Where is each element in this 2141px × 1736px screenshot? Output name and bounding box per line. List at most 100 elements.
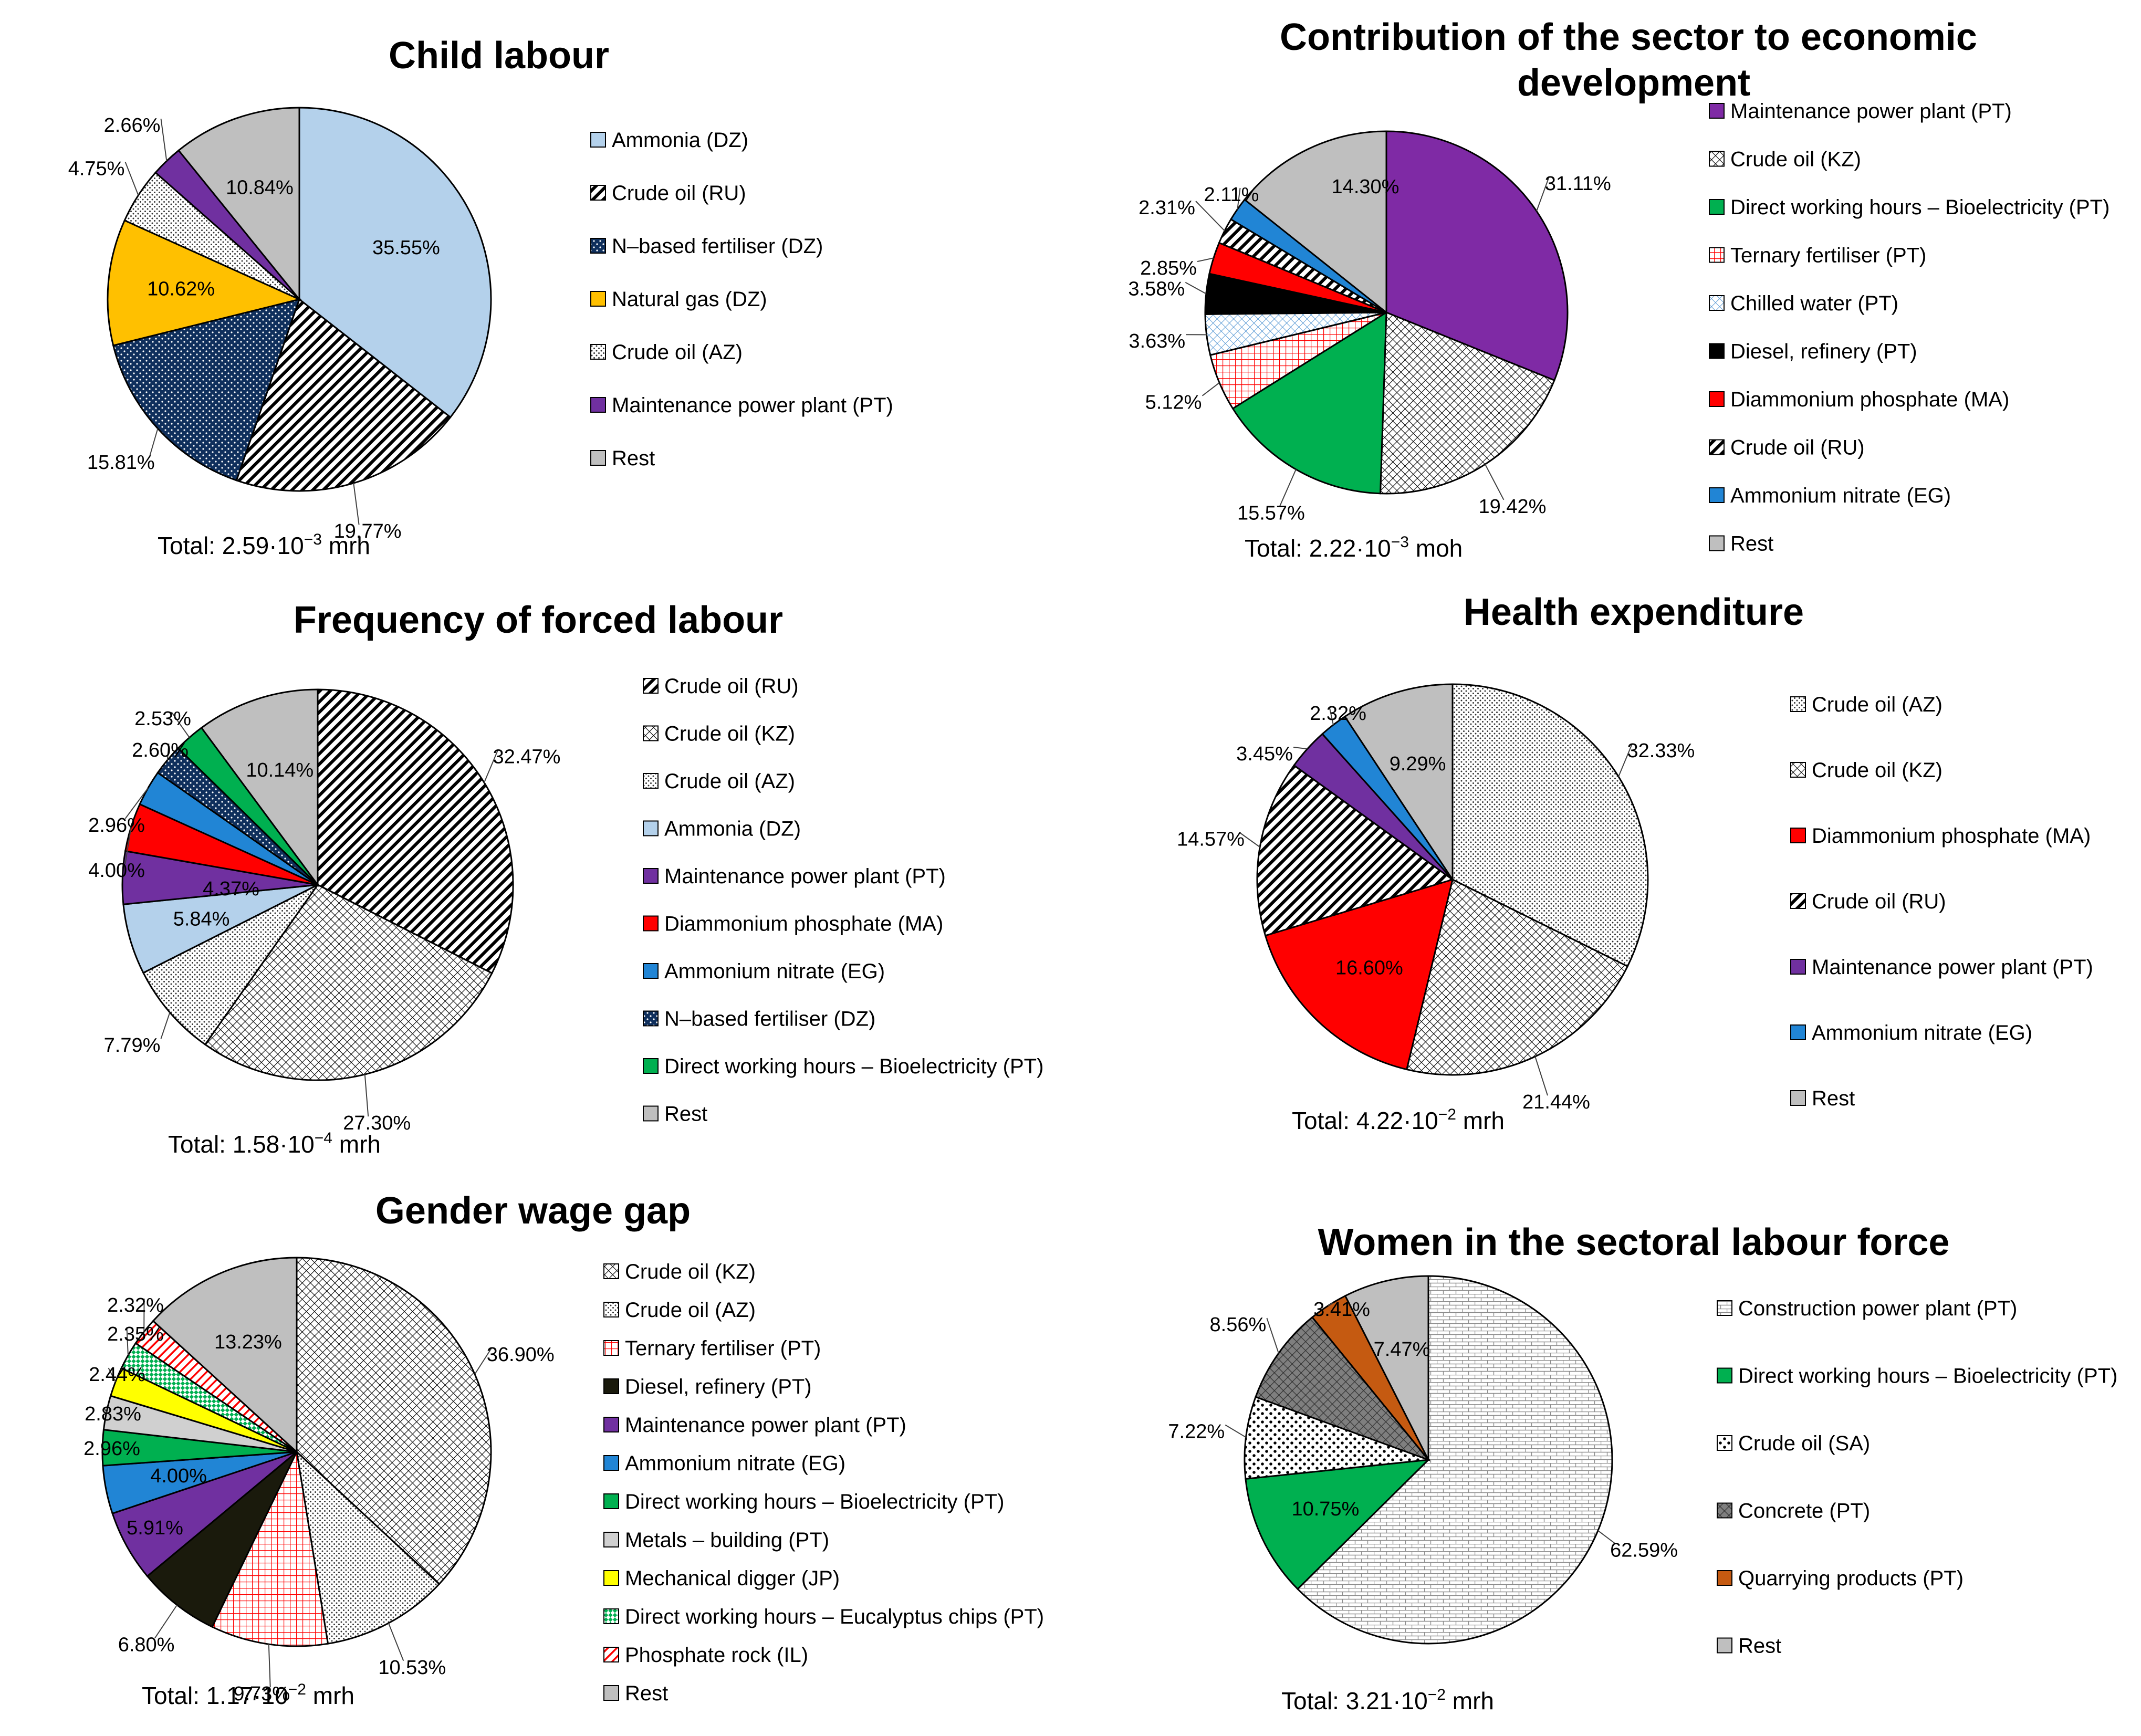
legend-swatch — [603, 1378, 619, 1394]
value-label: 2.60% — [132, 739, 189, 761]
value-label: 19.77% — [334, 520, 402, 542]
value-label: 2.85% — [1140, 257, 1197, 279]
value-label: 3.63% — [1129, 330, 1185, 352]
pie-slice — [295, 1449, 441, 1645]
total-label: Total: 2.22·10−3 moh — [1245, 534, 1463, 562]
legend-label: Ammonium nitrate (EG) — [625, 1452, 845, 1475]
chart-title: Gender wage gap — [375, 1190, 691, 1232]
value-label: 13.23% — [214, 1331, 282, 1353]
chart-title: Frequency of forced labour — [294, 599, 783, 641]
legend-label: Diesel, refinery (PT) — [1730, 340, 1917, 363]
legend-swatch — [1717, 1300, 1732, 1316]
total-label: Total: 2.59·10−3 mrh — [158, 531, 370, 559]
legend-label: Direct working hours – Bioelectricity (P… — [664, 1055, 1043, 1078]
legend-swatch — [1790, 1024, 1806, 1040]
legend-swatch — [643, 678, 659, 694]
leader-line — [1237, 187, 1241, 210]
total-label: Total: 1.58·10−4 mrh — [168, 1130, 381, 1158]
legend-swatch — [1717, 1502, 1732, 1519]
legend-label: Rest — [612, 447, 655, 470]
legend-label: Ammonium nitrate (EG) — [664, 960, 885, 983]
legend-swatch — [590, 238, 606, 254]
legend-swatch — [1717, 1367, 1732, 1384]
legend-label: Concrete (PT) — [1738, 1500, 1870, 1523]
value-label: 5.91% — [127, 1517, 183, 1539]
legend-swatch — [643, 963, 659, 979]
legend-label: Rest — [1738, 1635, 1781, 1658]
value-label: 16.60% — [1335, 957, 1403, 979]
legend-label: Maintenance power plant (PT) — [1730, 100, 2012, 123]
leader-line — [102, 1441, 104, 1448]
chart-gender-wage-gap: Gender wage gap 36.90% 10.53% 9.73% 6.80% 5.… — [83, 1190, 1044, 1709]
leader-line — [1329, 706, 1334, 725]
legend-label: Rest — [1730, 532, 1773, 556]
legend-label: Crude oil (AZ) — [664, 770, 795, 793]
legend-swatch — [603, 1302, 619, 1317]
value-label: 6.80% — [118, 1634, 175, 1656]
legend-swatch — [590, 185, 606, 201]
value-label: 8.56% — [1210, 1314, 1267, 1336]
value-label: 7.22% — [1168, 1421, 1225, 1443]
chart-health-expenditure: Health expenditure 32.33% 21.44% 16.60% 14.… — [1177, 591, 2093, 1134]
value-label: 2.83% — [85, 1403, 141, 1425]
pie-slice — [317, 688, 514, 975]
legend-swatch — [590, 291, 606, 307]
leader-line — [1266, 1317, 1279, 1354]
legend-swatch — [590, 397, 606, 413]
pie-slice — [1231, 311, 1387, 495]
leader-line — [103, 1407, 107, 1413]
total-label: Total: 3.21·10−2 mrh — [1281, 1686, 1494, 1714]
legend-swatch — [590, 132, 606, 148]
value-label: 2.66% — [104, 114, 161, 137]
value-label: 15.81% — [87, 452, 155, 474]
pie-slice — [1343, 683, 1454, 882]
leader-line — [149, 428, 159, 456]
legend-swatch — [643, 820, 659, 836]
value-label: 2.96% — [83, 1438, 140, 1460]
legend-swatch — [603, 1340, 619, 1356]
legend-label: Crude oil (AZ) — [1812, 693, 1942, 716]
value-label: 32.47% — [493, 746, 561, 768]
legend-swatch — [603, 1417, 619, 1432]
legend-label: Ammonia (DZ) — [664, 818, 801, 841]
chart-title: Women in the sectoral labour force — [1318, 1221, 1950, 1263]
value-label: 14.30% — [1332, 176, 1400, 198]
value-label: 14.57% — [1177, 829, 1245, 851]
pie-slice — [1243, 130, 1387, 315]
value-label: 2.31% — [1139, 197, 1195, 219]
value-label: 3.45% — [1236, 743, 1293, 765]
value-label: 10.62% — [147, 278, 215, 300]
value-label: 3.41% — [1313, 1299, 1370, 1321]
legend-label: Ammonium nitrate (EG) — [1812, 1021, 2032, 1044]
legend-swatch — [1717, 1435, 1732, 1451]
legend-swatch — [643, 725, 659, 741]
legend-label: Maintenance power plant (PT) — [625, 1414, 906, 1437]
pie-slice — [1255, 1316, 1431, 1462]
leader-line — [1597, 1530, 1616, 1544]
legend-swatch — [1709, 391, 1725, 407]
value-label: 7.47% — [1374, 1338, 1430, 1361]
leader-line — [388, 1623, 404, 1661]
leader-line — [160, 118, 168, 161]
leader-line — [1279, 469, 1297, 507]
value-label: 2.35% — [107, 1323, 164, 1345]
pie-slice — [122, 884, 318, 974]
legend-swatch — [603, 1263, 619, 1279]
value-label: 31.11% — [1545, 173, 1611, 195]
leader-line — [353, 483, 360, 525]
legend-label: Crude oil (AZ) — [625, 1299, 756, 1322]
value-label: 10.84% — [226, 177, 294, 199]
leader-line — [1618, 744, 1633, 777]
value-label: 5.12% — [1145, 392, 1202, 414]
pie-slice — [142, 884, 319, 1046]
chart-economic-contribution: Contribution of the sector to economic d… — [1128, 16, 2109, 562]
legend-label: Diammonium phosphate (MA) — [664, 913, 943, 936]
legend-swatch — [1790, 828, 1806, 843]
pie-slice — [107, 219, 302, 347]
leader-line — [1534, 1056, 1548, 1096]
legend-label: Crude oil (RU) — [1730, 436, 1865, 459]
legend-label: Construction power plant (PT) — [1738, 1297, 2017, 1320]
leader-line — [474, 1347, 493, 1375]
value-label: 4.75% — [68, 158, 125, 180]
